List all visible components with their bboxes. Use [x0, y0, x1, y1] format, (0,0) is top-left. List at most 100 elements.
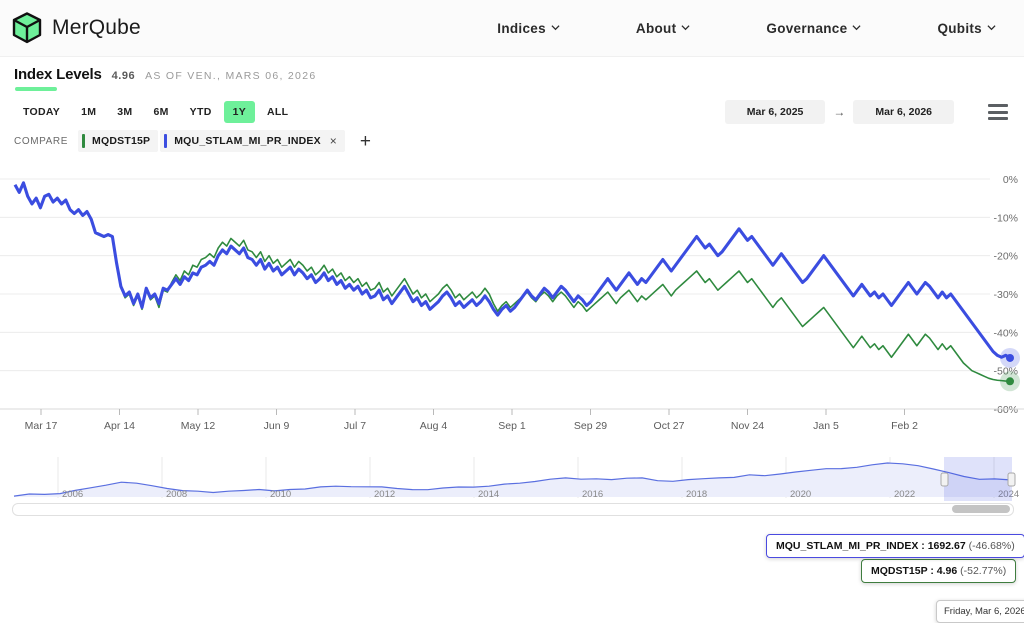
range-button-6m[interactable]: 6M: [144, 101, 177, 123]
series-color-swatch-blue: [164, 134, 168, 148]
nav-label: About: [635, 20, 677, 36]
svg-text:2020: 2020: [790, 489, 811, 500]
date-from-input[interactable]: Mar 6, 2025: [724, 100, 826, 124]
svg-text:Sep 29: Sep 29: [574, 420, 607, 432]
svg-text:2018: 2018: [686, 489, 707, 500]
range-button-3m[interactable]: 3M: [108, 101, 141, 123]
y-axis-labels: 0% -10% -20% -30% -40% -50% -60%: [993, 174, 1018, 416]
tooltip-value: 1692.67: [927, 540, 966, 552]
range-button-1m[interactable]: 1M: [72, 101, 105, 123]
chart-canvas[interactable]: 0%-10%-20%-30%-40%-50%-60% Mar 17 Apr 14 M…: [0, 163, 1024, 453]
navigator-handle-left[interactable]: [940, 472, 949, 487]
as-of-text: AS OF VEN., MARS 06, 2026: [145, 70, 317, 82]
chip-label: MQU_STLAM_MI_PR_INDEX: [174, 135, 321, 147]
svg-text:-60%: -60%: [993, 404, 1018, 416]
svg-text:Jun 9: Jun 9: [264, 420, 290, 432]
svg-text:2008: 2008: [166, 489, 187, 500]
chart-controls: TODAY 1M 3M 6M YTD 1Y ALL Mar 6, 2025 → …: [0, 91, 1024, 125]
nav-item-governance[interactable]: Governance: [728, 21, 899, 36]
date-range-arrow-icon: →: [833, 105, 846, 119]
svg-text:Jan 5: Jan 5: [813, 420, 839, 432]
svg-text:0%: 0%: [1003, 174, 1018, 186]
navigator-handle-right[interactable]: [1007, 472, 1016, 487]
add-series-icon[interactable]: +: [359, 130, 371, 152]
svg-text:-20%: -20%: [993, 251, 1018, 263]
svg-text:2016: 2016: [582, 489, 603, 500]
compare-chip-mqdst15p[interactable]: MQDST15P: [78, 130, 159, 152]
svg-text:2006: 2006: [62, 489, 83, 500]
svg-text:2012: 2012: [374, 489, 395, 500]
nav-item-indices[interactable]: Indices: [459, 21, 598, 36]
svg-text:-10%: -10%: [993, 212, 1018, 224]
svg-text:Jul 7: Jul 7: [344, 420, 366, 432]
chart-navigator[interactable]: 2006 2008 2010 2012 2014 2016 2018 2020 2022 2024: [0, 453, 1024, 517]
series-end-markers: [1000, 347, 1020, 392]
svg-text:2022: 2022: [894, 489, 915, 500]
brand-logo[interactable]: MerQube: [12, 12, 141, 44]
tooltip-pct: (-46.68%): [968, 540, 1015, 552]
nav-label: Qubits: [937, 20, 982, 36]
tooltip-series-name: MQDST15P: [871, 565, 928, 577]
range-selector: TODAY 1M 3M 6M YTD 1Y ALL: [14, 101, 297, 123]
range-button-all[interactable]: ALL: [258, 101, 297, 123]
tooltip-mqu-stlam: MQU_STLAM_MI_PR_INDEX : 1692.67 (-46.68%…: [766, 534, 1024, 558]
svg-text:Mar 17: Mar 17: [25, 420, 58, 432]
navigator-selection[interactable]: [944, 457, 1012, 501]
range-button-ytd[interactable]: YTD: [181, 101, 221, 123]
tooltip-mqdst15p: MQDST15P : 4.96 (-52.77%): [861, 559, 1017, 583]
svg-text:Sep 1: Sep 1: [498, 420, 526, 432]
page-title-bar: Index Levels 4.96 AS OF VEN., MARS 06, 2…: [0, 57, 1024, 91]
date-to-input[interactable]: Mar 6, 2026: [853, 100, 954, 124]
svg-text:-30%: -30%: [993, 289, 1018, 301]
main-chart[interactable]: 0% -10% -20% -30% -40% -50% -60% Mar 17 Apr 14 M…: [0, 163, 1024, 623]
page-title: Index Levels: [14, 66, 102, 83]
svg-text:Oct 27: Oct 27: [654, 420, 685, 432]
compare-label: COMPARE: [14, 135, 69, 147]
title-accent-underline: [15, 87, 57, 91]
chip-label: MQDST15P: [92, 135, 151, 147]
remove-series-icon[interactable]: ×: [329, 134, 337, 148]
main-navigation: Indices About Governance Qubits: [459, 21, 1006, 36]
brand-name: MerQube: [52, 16, 141, 39]
svg-text:-50%: -50%: [993, 366, 1018, 378]
tooltip-separator: :: [918, 540, 928, 552]
svg-text:Feb 2: Feb 2: [891, 420, 918, 432]
svg-text:2010: 2010: [270, 489, 291, 500]
svg-text:Nov 24: Nov 24: [731, 420, 764, 432]
svg-text:2024: 2024: [998, 489, 1019, 500]
nav-item-qubits[interactable]: Qubits: [899, 21, 1006, 36]
index-value: 4.96: [111, 70, 136, 82]
navigator-year-labels: 2006 2008 2010 2012 2014 2016 2018 2020 2022 2024: [62, 489, 1019, 500]
range-button-today[interactable]: TODAY: [14, 101, 69, 123]
series-color-swatch-green: [82, 134, 86, 148]
navigator-scrollbar-thumb[interactable]: [952, 505, 1010, 513]
site-header: MerQube Indices About Governance Qubits: [0, 0, 1024, 57]
tooltip-date: Friday, Mar 6, 2026: [936, 600, 1024, 623]
chevron-down-icon: [551, 23, 560, 32]
chevron-down-icon: [987, 23, 996, 32]
nav-item-about[interactable]: About: [598, 21, 728, 36]
date-range-selector: Mar 6, 2025 → Mar 6, 2026: [724, 100, 1008, 124]
x-axis: Mar 17 Apr 14 May 12 Jun 9 Jul 7 Aug 4 Sep 1 Se…: [0, 408, 1024, 432]
cube-logo-icon: [12, 12, 42, 44]
series-line-mqdst15p: [14, 182, 1011, 383]
navigator-line: [13, 462, 1011, 497]
chevron-down-icon: [681, 23, 690, 32]
compare-row: COMPARE MQDST15P MQU_STLAM_MI_PR_INDEX ×…: [0, 125, 1024, 153]
hamburger-menu-icon[interactable]: [988, 104, 1008, 120]
svg-text:Aug 4: Aug 4: [420, 420, 448, 432]
navigator-area: [14, 463, 1010, 497]
nav-label: Governance: [766, 20, 848, 36]
tooltip-separator: :: [927, 565, 937, 577]
tooltip-value: 4.96: [936, 565, 958, 577]
svg-text:-40%: -40%: [993, 327, 1018, 339]
navigator-canvas[interactable]: 2006 2008 2010 2012 2014 2016 2018 2020 2022 2024: [0, 453, 1024, 505]
nav-label: Indices: [497, 20, 546, 36]
range-button-1y[interactable]: 1Y: [223, 101, 256, 123]
svg-text:Apr 14: Apr 14: [104, 420, 135, 432]
navigator-scrollbar-track[interactable]: [12, 503, 1014, 516]
tooltip-series-name: MQU_STLAM_MI_PR_INDEX: [776, 540, 919, 552]
compare-chip-mqu-stlam[interactable]: MQU_STLAM_MI_PR_INDEX ×: [160, 130, 345, 152]
chevron-down-icon: [852, 23, 861, 32]
svg-text:2014: 2014: [478, 489, 499, 500]
